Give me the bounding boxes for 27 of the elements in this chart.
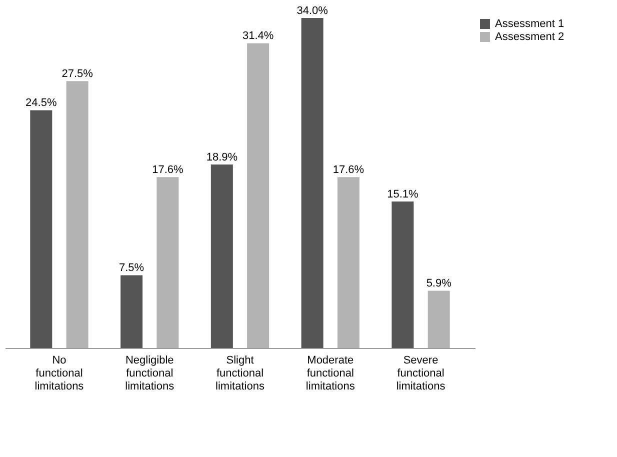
bar xyxy=(301,18,324,348)
bar xyxy=(120,275,143,348)
legend-label: Assessment 2 xyxy=(495,31,564,43)
data-label: 15.1% xyxy=(387,188,418,200)
x-tick-label: Negligible functional limitations xyxy=(125,354,175,392)
data-label: 17.6% xyxy=(332,164,364,176)
bar xyxy=(156,177,179,348)
data-label: 7.5% xyxy=(119,262,144,274)
data-label: 17.6% xyxy=(152,164,184,176)
legend-label: Assessment 1 xyxy=(495,18,564,30)
x-tick-label: Severe functional limitations xyxy=(396,354,446,392)
data-label: 18.9% xyxy=(206,152,238,164)
data-label: 24.5% xyxy=(26,97,57,110)
x-tick-label: Moderate functional limitations xyxy=(306,354,356,392)
bar xyxy=(428,290,450,348)
data-label: 27.5% xyxy=(62,68,94,80)
bar xyxy=(247,43,270,348)
data-label: 31.4% xyxy=(242,30,274,42)
x-tick-label: Slight functional limitations xyxy=(216,354,265,392)
bar xyxy=(210,164,233,348)
bar xyxy=(30,110,52,348)
x-tick-label: No functional limitations xyxy=(34,354,84,392)
bar xyxy=(337,177,360,348)
bar xyxy=(392,201,414,348)
data-label: 5.9% xyxy=(426,278,452,290)
data-label: 34.0% xyxy=(296,5,328,17)
bar xyxy=(66,81,88,348)
